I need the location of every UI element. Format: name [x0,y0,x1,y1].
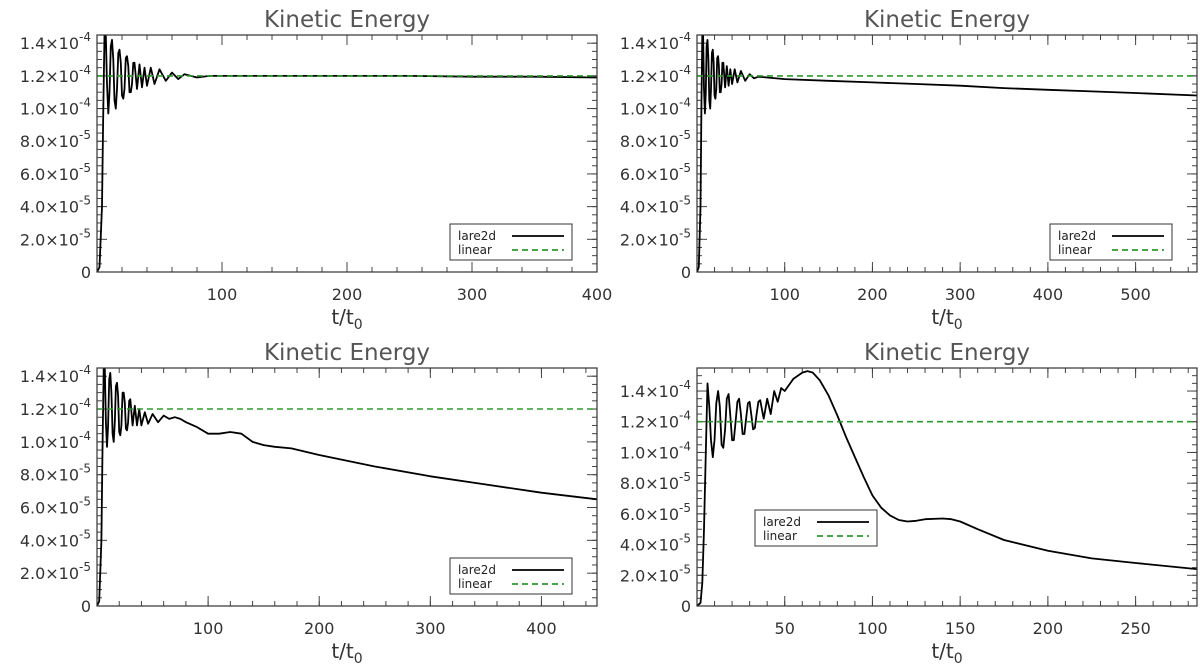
x-tick-label: 200 [1033,619,1064,638]
y-tick-label: 0 [681,263,691,282]
y-tick-label: 6.0×10-5 [20,495,91,518]
legend-box [1049,223,1173,261]
y-tick-label: 0 [681,597,691,616]
y-tick-label: 1.4×10-4 [620,378,691,401]
x-tick-label: 500 [1120,285,1151,304]
legend-label: linear [1058,243,1092,257]
legend-label: lare2d [1058,229,1096,243]
x-axis-label: t/t0 [331,639,362,667]
series-line-lare2d [697,35,1197,272]
x-tick-label: 300 [945,285,976,304]
plot-frame [96,34,598,273]
x-tick-label: 300 [457,285,488,304]
plot-frame [96,367,598,607]
x-tick-label: 100 [769,285,800,304]
plot-frame [696,367,1198,607]
legend-box [754,509,878,547]
x-tick-label: 300 [415,619,446,638]
y-tick-label: 8.0×10-5 [20,128,91,151]
y-tick-label: 8.0×10-5 [20,462,91,485]
y-tick-label: 1.2×10-4 [20,396,91,419]
legend-label: lare2d [458,229,496,243]
legend-box [449,223,573,261]
legend-label: lare2d [763,515,801,529]
series-line-lare2d [97,368,597,606]
y-tick-label: 6.0×10-5 [620,501,691,524]
x-tick-label: 400 [526,619,557,638]
chart-panel-2: Kinetic Energy t/t0 100 200 300 400 500 0 2.0×10… [620,7,1198,333]
y-tick-label: 4.0×10-5 [620,194,691,217]
y-tick-label: 4.0×10-5 [20,527,91,550]
x-tick-label: 200 [304,619,335,638]
series-line-lare2d [97,35,597,272]
x-tick-label: 100 [193,619,224,638]
y-tick-label: 2.0×10-5 [20,226,91,249]
chart-panel-3: Kinetic Energy t/t0 100 200 300 400 0 2.0×10-5 4… [20,340,598,667]
y-tick-label: 1.4×10-4 [20,30,91,53]
y-tick-label: 0 [81,263,91,282]
y-tick-label: 2.0×10-5 [620,562,691,585]
y-tick-label: 6.0×10-5 [20,161,91,184]
y-tick-label: 1.2×10-4 [20,63,91,86]
x-tick-label: 150 [945,619,976,638]
y-tick-label: 1.0×10-4 [620,439,691,462]
chart-title: Kinetic Energy [864,340,1030,366]
y-tick-label: 1.4×10-4 [620,30,691,53]
x-tick-label: 400 [582,285,613,304]
chart-title: Kinetic Energy [264,7,430,33]
y-tick-label: 2.0×10-5 [620,226,691,249]
x-tick-label: 100 [857,619,888,638]
y-tick-label: 1.0×10-4 [20,96,91,119]
chart-title: Kinetic Energy [864,7,1030,33]
chart-panel-1: Kinetic Energy t/t0 100 200 300 400 0 2.0×10-5 4… [20,7,612,333]
x-tick-label: 50 [775,619,795,638]
y-tick-label: 0 [81,597,91,616]
x-tick-label: 400 [1033,285,1064,304]
x-tick-label: 100 [207,285,238,304]
x-axis-label: t/t0 [931,639,962,667]
legend-box [449,557,573,595]
x-tick-label: 200 [332,285,363,304]
y-tick-label: 1.0×10-4 [620,96,691,119]
y-tick-label: 8.0×10-5 [620,470,691,493]
y-tick-label: 4.0×10-5 [20,194,91,217]
y-tick-label: 1.2×10-4 [620,63,691,86]
series-line-lare2d [697,370,1197,606]
x-tick-label: 200 [857,285,888,304]
plot-frame [696,34,1198,273]
chart-title: Kinetic Energy [264,340,430,366]
legend-label: linear [763,529,797,543]
x-tick-label: 250 [1120,619,1151,638]
y-tick-label: 8.0×10-5 [620,128,691,151]
legend-label: linear [458,243,492,257]
y-tick-label: 6.0×10-5 [620,161,691,184]
legend-label: lare2d [458,563,496,577]
chart-panel-4: Kinetic Energy t/t0 50 100 150 200 250 0 2.0×10-… [620,340,1198,667]
y-tick-label: 1.0×10-4 [20,429,91,452]
y-tick-label: 2.0×10-5 [20,560,91,583]
legend-label: linear [458,577,492,591]
x-axis-label: t/t0 [931,305,962,333]
y-tick-label: 1.4×10-4 [20,363,91,386]
y-tick-label: 4.0×10-5 [620,532,691,555]
x-axis-label: t/t0 [331,305,362,333]
y-tick-label: 1.2×10-4 [620,409,691,432]
